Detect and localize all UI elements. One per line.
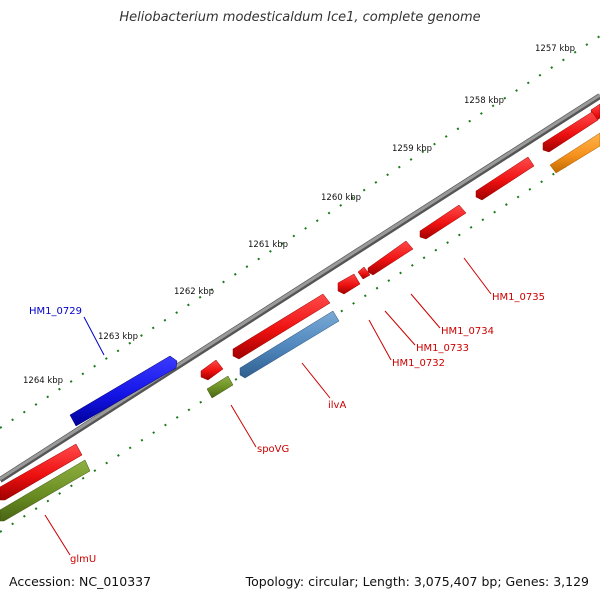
gene-HM1_0733-body [357,266,371,280]
gene-ilvA-upper [232,293,331,360]
gene-HM1_0734-body [367,240,414,276]
leader-HM1_0735 [463,257,492,295]
label-leader-lines [44,257,492,556]
tick-label-1261: 1261 kbp [248,240,288,250]
gene-glmU [0,459,91,522]
gene-labels: HM1_0729 HM1_0735 HM1_0734 HM1_0733 HM1_… [29,292,545,565]
label-HM1_0733: HM1_0733 [416,343,469,354]
leader-HM1_0733 [384,310,416,346]
genome-summary-text: Topology: circular; Length: 3,075,407 bp… [245,574,589,589]
forward-strand-genes [0,103,600,501]
map-title: Heliobacterium modesticaldum Ice1, compl… [119,10,481,25]
label-spoVG: spoVG [257,444,289,455]
label-glmU: glmU [70,554,96,565]
gene-HM1_0732-body [337,273,361,295]
genome-backbone [0,93,600,483]
accession-text: Accession: NC_010337 [9,574,152,589]
leader-glmU [44,514,71,556]
label-HM1_0735: HM1_0735 [492,292,545,303]
gene-orange-right [549,132,600,174]
label-ilvA: ilvA [328,400,346,411]
gene-ilvA [239,310,340,379]
leader-HM1_0729 [83,316,105,356]
outer-tick-track [0,35,600,429]
gene-HM1_0736 [475,156,535,201]
tick-label-1258: 1258 kbp [464,96,504,106]
gene-HM1_0729 [69,355,178,427]
reverse-strand-genes [0,132,600,522]
tick-label-1262: 1262 kbp [174,287,214,297]
tick-label-1263: 1263 kbp [98,332,138,342]
label-HM1_0732: HM1_0732 [392,358,445,369]
leader-HM1_0732 [368,319,392,361]
kbp-tick-labels: 1257 kbp 1258 kbp 1259 kbp 1260 kbp 1261… [23,44,575,386]
gene-HM1_0737 [542,111,599,153]
tick-label-1260: 1260 kbp [321,193,361,203]
gene-spoVG [206,375,234,399]
tick-label-1259: 1259 kbp [392,144,432,154]
gene-lower-left-red [0,443,83,501]
leader-spoVG [230,404,257,448]
leader-HM1_0734 [410,293,441,329]
gene-spoVG-upper [200,359,224,381]
label-HM1_0729: HM1_0729 [29,306,82,317]
gene-HM1_0735-body [419,204,467,240]
tick-label-1257: 1257 kbp [535,44,575,54]
tick-label-1264: 1264 kbp [23,376,63,386]
label-HM1_0734: HM1_0734 [441,326,494,337]
leader-ilvA [301,362,331,399]
